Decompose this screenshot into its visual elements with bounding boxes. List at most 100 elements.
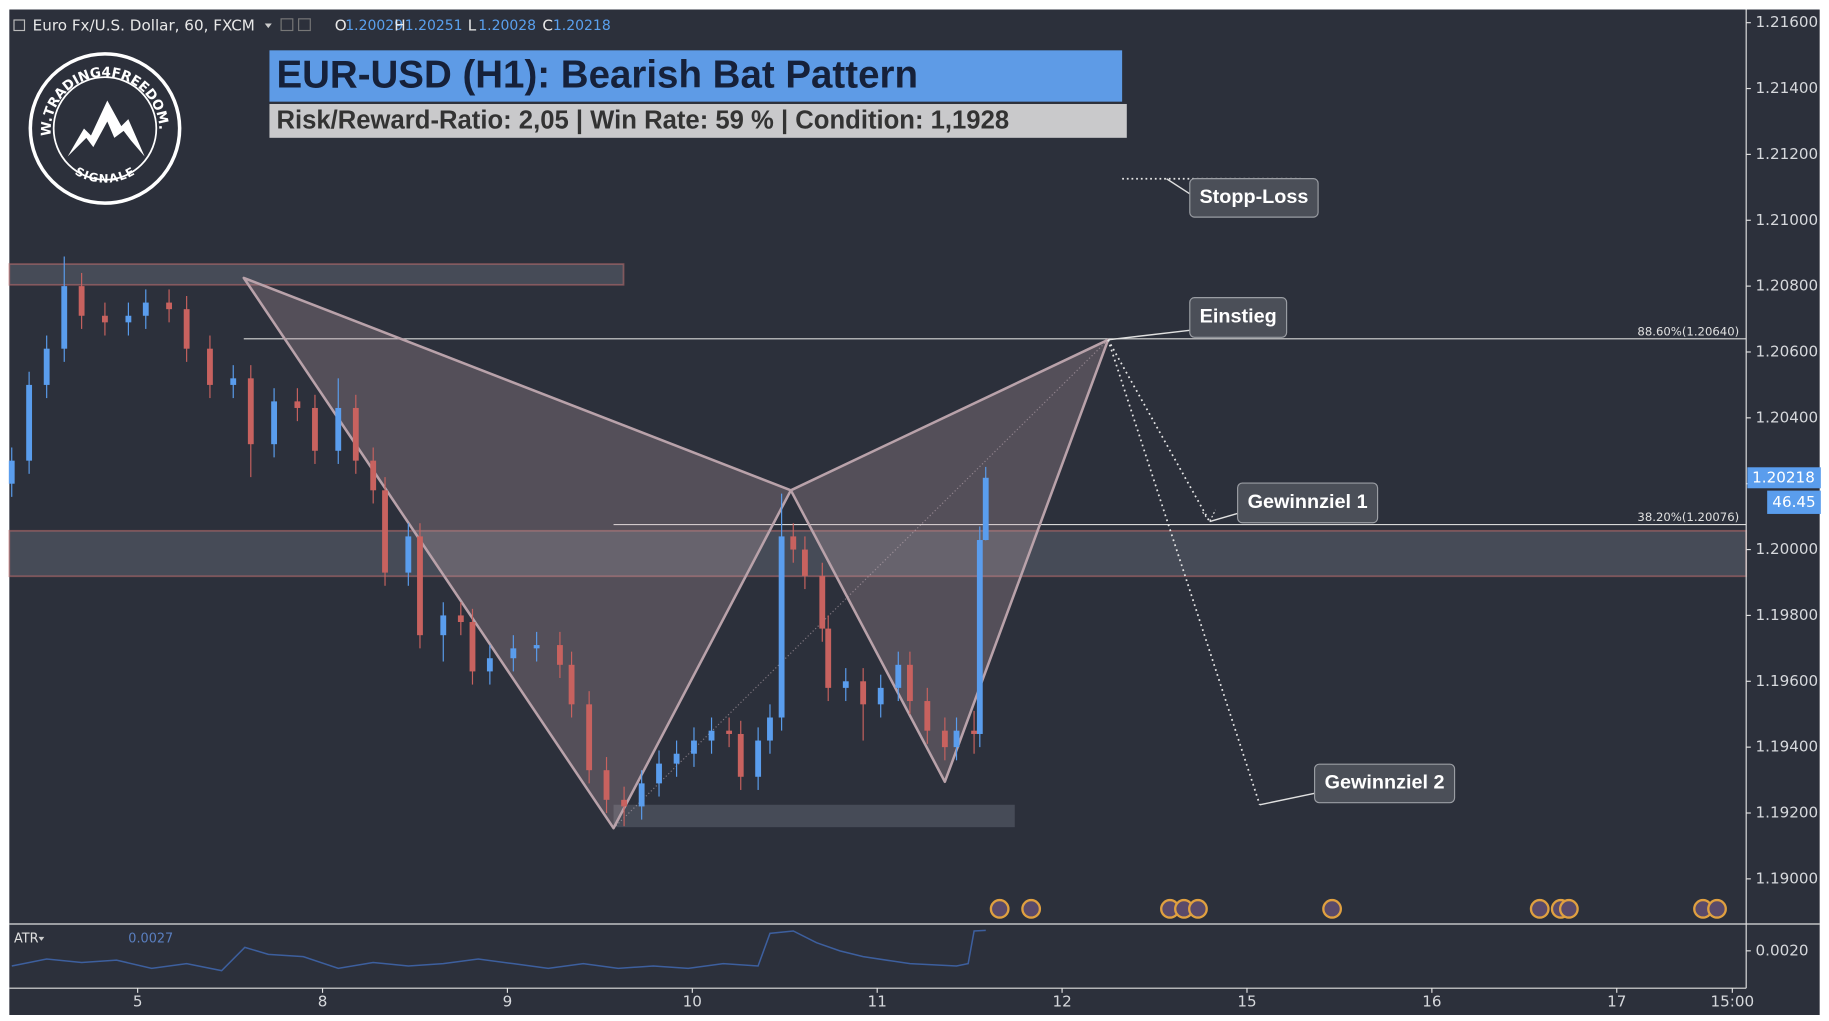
candle-body (294, 401, 301, 408)
logo-inner-ring (52, 76, 158, 181)
hide-icon[interactable] (298, 18, 311, 32)
candle-body (621, 799, 628, 807)
candle-body (976, 540, 983, 734)
annotation-box (1189, 297, 1288, 338)
pattern-xab (242, 276, 793, 830)
y-tick-label: 1.19400 (1756, 738, 1819, 756)
annotation-pointer (1209, 512, 1238, 523)
x-tick-label: 12 (1052, 993, 1071, 1011)
annotation-label: Gewinnziel 1 (1248, 491, 1368, 513)
x-tick-label: 17 (1607, 993, 1626, 1011)
annotation-label: Stopp-Loss (1199, 186, 1308, 208)
y-tick-label: 1.19200 (1756, 804, 1819, 822)
x-tick-label: 8 (318, 993, 328, 1011)
atr-value: 0.0027 (128, 932, 173, 947)
candle-body (183, 309, 190, 349)
candle-body (708, 730, 715, 741)
y-tick-label: 1.21400 (1756, 79, 1819, 97)
candle-body (271, 401, 278, 445)
chart-title: EUR-USD (H1): Bearish Bat Pattern (276, 53, 918, 96)
candle-body (982, 477, 989, 541)
collapse-icon[interactable] (13, 19, 26, 32)
candle-body (755, 740, 762, 777)
candle-body (971, 730, 978, 734)
ohlc-key: L (468, 16, 477, 34)
candle-body (737, 733, 744, 777)
candle-body (247, 378, 254, 445)
background (9, 9, 1820, 1015)
candle-body (102, 315, 108, 323)
candle-body (877, 687, 884, 705)
logo-mountains (67, 100, 145, 157)
zone (613, 804, 1015, 828)
candle-body (790, 536, 797, 550)
event-icon (989, 898, 1010, 919)
candle-body (557, 645, 563, 665)
annotation-pointer (1166, 178, 1191, 195)
atr-line (11, 929, 986, 972)
candle-body (801, 549, 808, 576)
settings-icon[interactable] (280, 18, 294, 32)
candle-body (842, 681, 849, 688)
ohlc-key: H (394, 16, 405, 34)
y-tick-label: 1.21200 (1756, 145, 1819, 163)
countdown-label: 46.45 (1772, 493, 1815, 511)
candle-body (370, 460, 377, 491)
y-tick-label: 1.20000 (1756, 540, 1819, 558)
candle-body (953, 730, 960, 748)
title-box (269, 50, 1123, 102)
x-tick-label: 16 (1422, 993, 1441, 1011)
candle-body (533, 645, 540, 649)
candle-body (230, 378, 237, 385)
candle-body (638, 783, 645, 807)
candle-body (457, 615, 464, 623)
candle-body (603, 770, 610, 800)
annotation-label: Einstieg (1200, 306, 1277, 328)
event-icon (1188, 898, 1208, 919)
candle-body (778, 536, 785, 718)
candle-body (860, 681, 867, 705)
ohlc-key: O (335, 16, 347, 34)
candle-body (586, 704, 593, 771)
candle-body (43, 348, 50, 385)
pattern-bcd (789, 338, 1110, 784)
y-tick-label: 1.20600 (1756, 342, 1819, 360)
event-icon (1707, 898, 1727, 919)
candle-body (312, 407, 318, 451)
candle-body (486, 658, 493, 672)
plot-layer: 88.60%(1.20640) 38.20%(1.20076) Stopp-Loss… (8, 13, 1821, 1011)
zone (8, 529, 1748, 578)
candle-body (78, 286, 85, 316)
candle-body (825, 628, 832, 688)
event-icon (1021, 898, 1042, 919)
candle-body (469, 622, 476, 672)
y-tick-label: 1.21000 (1756, 211, 1819, 229)
y2-tick-label: 0.0020 (1756, 941, 1809, 959)
candle-body (691, 740, 697, 754)
annotation-pointer (1108, 329, 1190, 341)
candle-body (335, 407, 342, 451)
dropdown-arrow[interactable] (264, 23, 272, 29)
y-tick-label: 1.19000 (1756, 869, 1819, 887)
annotation-box (1189, 178, 1319, 218)
y-tick-label: 1.20800 (1756, 277, 1819, 295)
candle-body (656, 763, 662, 784)
price-tag-label: 1.20218 (1752, 468, 1815, 486)
candle-body (510, 648, 517, 659)
x-tick-label: 11 (868, 993, 887, 1011)
y-tick-label: 1.19600 (1756, 672, 1819, 690)
candle-body (924, 701, 931, 731)
candle-body (166, 302, 172, 310)
candle-body (568, 664, 575, 705)
countdown-tag (1767, 490, 1821, 514)
event-icon (1529, 898, 1550, 919)
candle-body (207, 348, 213, 385)
fib-label: 88.60%(1.20640) (1637, 324, 1739, 338)
logo-sub-path: SIGNALE (73, 164, 136, 185)
x-tick-label: 5 (133, 993, 143, 1011)
trade-path (1107, 339, 1211, 522)
ohlc-value: 1.20029 (345, 18, 403, 34)
symbol-label: Euro Fx/U.S. Dollar, 60, FXCM (33, 16, 255, 34)
